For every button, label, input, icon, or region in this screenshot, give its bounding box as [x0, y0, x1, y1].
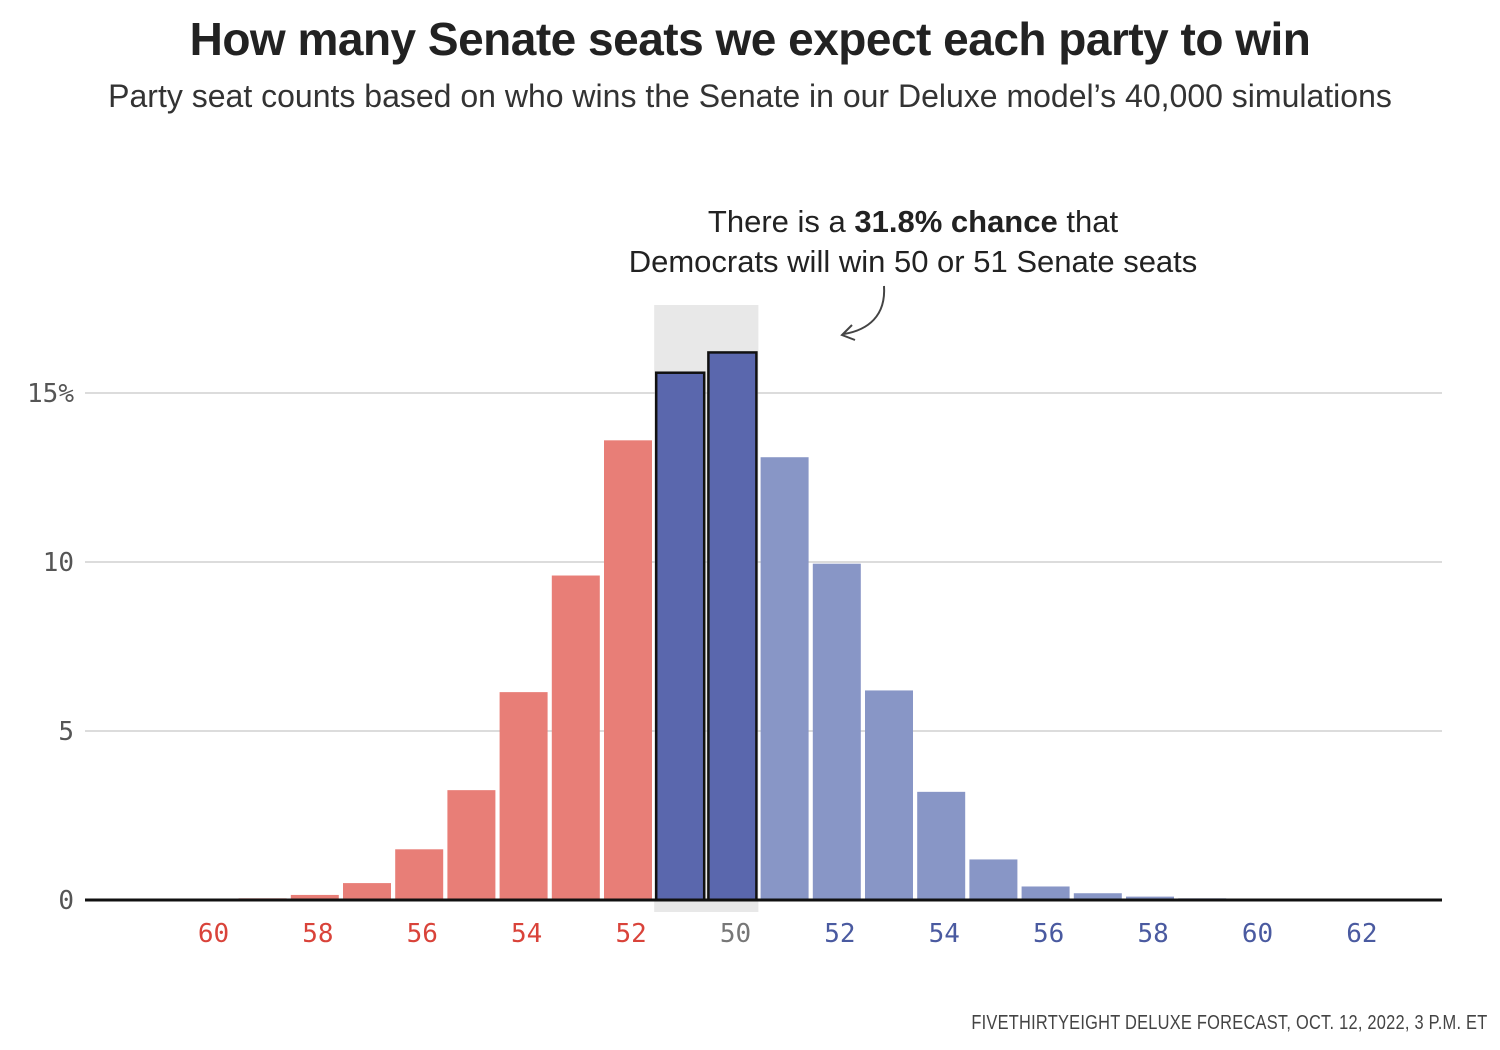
annotation-arrowhead — [840, 324, 856, 341]
y-tick-label: 5 — [58, 717, 74, 747]
y-tick-label: 10 — [43, 548, 74, 578]
bar-republican-54 — [447, 790, 496, 900]
chart-subtitle: Party seat counts based on who wins the … — [108, 78, 1392, 114]
bar-republican-53 — [499, 692, 548, 900]
x-tick-label: 62 — [1346, 919, 1377, 949]
x-tick-label: 56 — [1033, 919, 1064, 949]
x-tick-label: 60 — [198, 919, 229, 949]
y-tick-label: 15% — [27, 379, 74, 409]
x-axis-labels: 60 58 56 54 52 50 52 54 56 58 60 62 — [198, 919, 1378, 949]
x-tick-label: 58 — [1137, 919, 1168, 949]
annotation-line-1: There is a 31.8% chance that — [708, 204, 1119, 239]
bar-democrat-55 — [917, 791, 966, 900]
bar-democrat-50 — [654, 371, 706, 902]
bar-republican-55 — [395, 849, 444, 900]
x-tick-label: 56 — [407, 919, 438, 949]
source-credit: FIVETHIRTYEIGHT DELUXE FORECAST, OCT. 12… — [971, 1012, 1488, 1034]
x-tick-label: 54 — [929, 919, 960, 949]
bar-democrat-56 — [969, 859, 1018, 900]
annotation: There is a 31.8% chance that Democrats w… — [629, 204, 1198, 341]
annotation-line-2: Democrats will win 50 or 51 Senate seats — [629, 244, 1198, 279]
bar-democrat-53 — [812, 563, 861, 900]
annotation-bold: 31.8% chance — [854, 204, 1057, 239]
annotation-after: that — [1058, 204, 1119, 239]
annotation-arrow — [843, 285, 886, 335]
x-tick-label: 50 — [720, 919, 751, 949]
x-tick-label: 58 — [302, 919, 333, 949]
bar-democrat-58 — [1073, 893, 1122, 900]
bar-democrat-54 — [865, 690, 913, 900]
bar-republican-52 — [551, 575, 600, 900]
bar-democrat-51 — [707, 351, 758, 902]
bar-democrat-52 — [760, 457, 809, 900]
x-tick-label: 52 — [615, 919, 646, 949]
bar-republican-56 — [343, 883, 391, 900]
annotation-before: There is a — [708, 204, 854, 239]
bar-democrat-57 — [1021, 886, 1070, 900]
bar-republican-51 — [604, 440, 652, 900]
chart-title: How many Senate seats we expect each par… — [189, 13, 1311, 65]
y-tick-label: 0 — [58, 886, 74, 916]
bars — [238, 351, 1331, 902]
x-tick-label: 60 — [1242, 919, 1273, 949]
x-tick-label: 52 — [824, 919, 855, 949]
x-tick-label: 54 — [511, 919, 542, 949]
y-axis-labels: 15% 10 5 0 — [27, 379, 74, 916]
bar-democrat-59 — [1126, 896, 1174, 900]
bar-republican-57 — [290, 894, 339, 900]
